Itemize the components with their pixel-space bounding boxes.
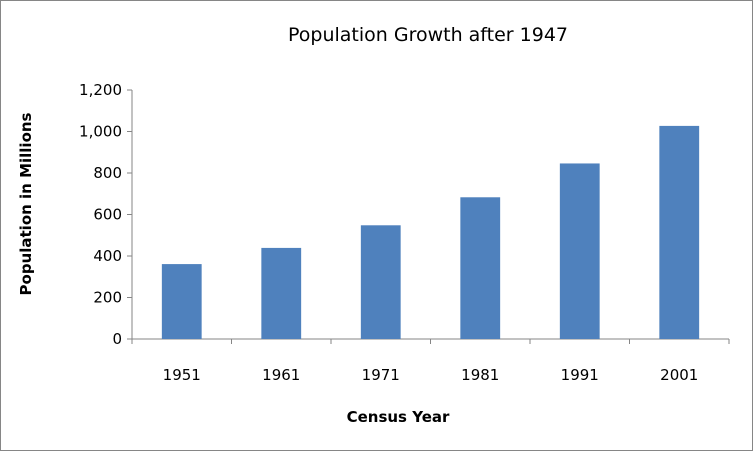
y-tick-label: 600 (93, 206, 122, 224)
x-tick-label: 1951 (163, 366, 201, 384)
x-axis: 1951 1961 1971 1981 1991 2001 (131, 338, 730, 384)
y-tick-label: 400 (93, 247, 122, 265)
x-tick-label: 1991 (561, 366, 599, 384)
y-axis-title: Population in Millions (17, 112, 35, 295)
chart-title: Population Growth after 1947 (288, 24, 568, 46)
y-axis: 0 200 400 600 800 1,000 1,200 (79, 81, 133, 348)
bars (161, 125, 700, 340)
y-tick-label: 1,000 (79, 123, 122, 141)
x-tick-label: 1981 (461, 366, 499, 384)
y-tick-label: 800 (93, 164, 122, 182)
bar-1961 (261, 247, 302, 339)
x-tick-label: 1961 (262, 366, 300, 384)
x-tick-label: 1971 (362, 366, 400, 384)
x-tick-label: 2001 (660, 366, 698, 384)
bar-1981 (460, 197, 501, 339)
bar-1951 (161, 264, 202, 339)
bar-1991 (559, 163, 600, 339)
y-tick-label: 0 (112, 330, 122, 348)
x-axis-title: Census Year (347, 408, 450, 426)
bar-2001 (659, 125, 700, 340)
y-tick-label: 200 (93, 289, 122, 307)
y-tick-label: 1,200 (79, 81, 122, 99)
bar-1971 (360, 225, 401, 339)
